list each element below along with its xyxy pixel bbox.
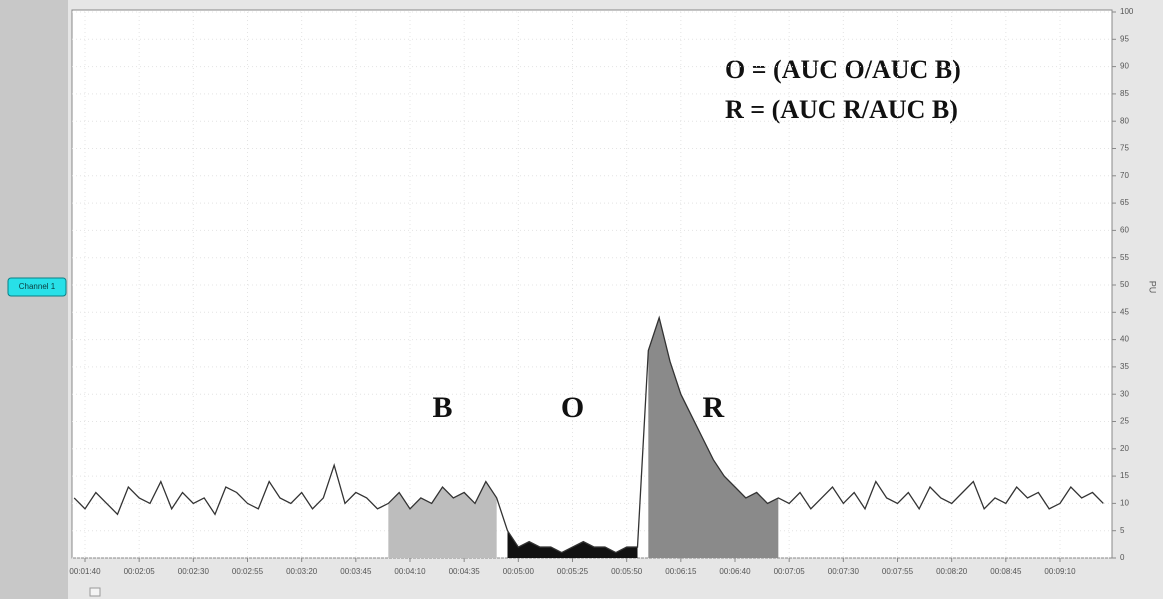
x-tick-label: 00:05:25 [557, 567, 589, 576]
x-tick-label: 00:06:15 [665, 567, 697, 576]
y-tick-label: 95 [1120, 34, 1129, 43]
y-tick-label: 85 [1120, 89, 1129, 98]
trace [73, 315, 1104, 554]
region-label: R [702, 391, 724, 424]
x-tick-label: 00:02:30 [178, 567, 210, 576]
y-tick-label: 60 [1120, 226, 1129, 235]
region-area [388, 481, 497, 558]
y-tick-label: 30 [1120, 389, 1129, 398]
y-tick-label: 5 [1120, 526, 1125, 535]
x-tick-label: 00:07:30 [828, 567, 860, 576]
y-tick-label: 25 [1120, 417, 1129, 426]
y-tick-label: 20 [1120, 444, 1129, 453]
y-tick-label: 45 [1120, 307, 1129, 316]
x-tick-label: 00:08:20 [936, 567, 968, 576]
y-tick-label: 0 [1120, 553, 1125, 562]
y-tick-label: 50 [1120, 280, 1129, 289]
x-tick-label: 00:03:20 [286, 567, 318, 576]
side-panel [0, 0, 68, 599]
x-tick-label: 00:02:05 [124, 567, 156, 576]
region-area [507, 530, 638, 558]
x-tick-label: 00:05:50 [611, 567, 643, 576]
x-tick-label: 00:02:55 [232, 567, 264, 576]
x-tick-label: 00:05:00 [503, 567, 535, 576]
y-tick-label: 55 [1120, 253, 1129, 262]
x-tick-label: 00:08:45 [990, 567, 1022, 576]
y-tick-label: 70 [1120, 171, 1129, 180]
x-tick-label: 00:09:10 [1044, 567, 1076, 576]
y-tick-label: 15 [1120, 471, 1129, 480]
y-tick-label: 40 [1120, 335, 1129, 344]
y-tick-label: 35 [1120, 362, 1129, 371]
region-label: B [432, 391, 452, 424]
x-tick-label: 00:07:55 [882, 567, 914, 576]
y-tick-label: 10 [1120, 499, 1129, 508]
y-tick-label: 100 [1120, 7, 1134, 16]
y-tick-label: 80 [1120, 116, 1129, 125]
region-label: O [561, 391, 584, 424]
x-tick-label: 00:03:45 [340, 567, 372, 576]
annotation: R = (AUC R/AUC B) [725, 95, 958, 124]
channel-button-label[interactable]: Channel 1 [19, 282, 56, 291]
y-axis-label: PU [1148, 281, 1158, 294]
x-tick-label: 00:04:10 [394, 567, 426, 576]
plot-area [71, 9, 1113, 559]
y-tick-label: 90 [1120, 62, 1129, 71]
x-tick-label: 00:04:35 [449, 567, 481, 576]
scroll-handle[interactable] [89, 587, 101, 597]
channel-button[interactable] [7, 277, 67, 297]
x-tick-label: 00:06:40 [719, 567, 751, 576]
x-tick-label: 00:01:40 [69, 567, 101, 576]
x-tick-label: 00:07:05 [774, 567, 806, 576]
y-tick-label: 75 [1120, 144, 1129, 153]
y-tick-label: 65 [1120, 198, 1129, 207]
annotation: O = (AUC O/AUC B) [725, 55, 961, 84]
